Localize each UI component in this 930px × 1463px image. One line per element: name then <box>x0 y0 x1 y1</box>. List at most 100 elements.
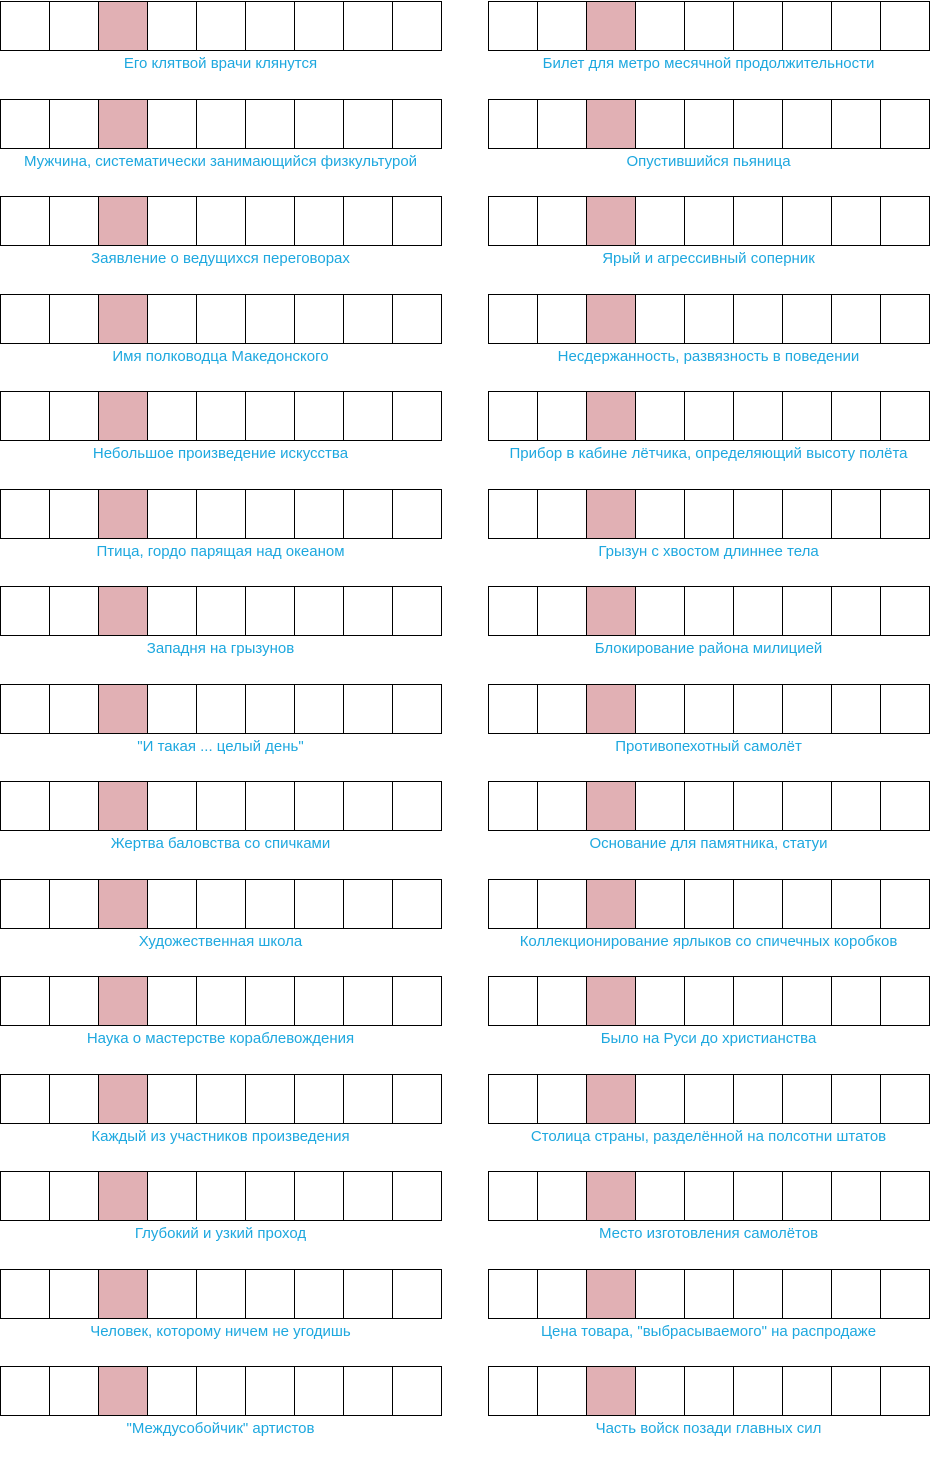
letter-cell[interactable] <box>488 1171 538 1221</box>
letter-cell[interactable] <box>733 294 783 344</box>
letter-cell[interactable] <box>880 294 930 344</box>
letter-cell[interactable] <box>782 586 832 636</box>
letter-cell[interactable] <box>392 684 442 734</box>
letter-cell[interactable] <box>294 1 344 51</box>
letter-cell[interactable] <box>196 294 246 344</box>
letter-cell[interactable] <box>684 1171 734 1221</box>
letter-cell[interactable] <box>635 586 685 636</box>
letter-cell[interactable] <box>635 196 685 246</box>
letter-cell[interactable] <box>392 1366 442 1416</box>
letter-cell[interactable] <box>537 781 587 831</box>
highlighted-letter-cell[interactable] <box>98 1 148 51</box>
letter-cell[interactable] <box>684 1366 734 1416</box>
letter-cell[interactable] <box>343 1366 393 1416</box>
letter-cell[interactable] <box>49 1 99 51</box>
letter-cell[interactable] <box>0 294 50 344</box>
letter-cell[interactable] <box>0 586 50 636</box>
letter-cell[interactable] <box>392 879 442 929</box>
letter-cell[interactable] <box>49 196 99 246</box>
letter-cell[interactable] <box>488 1 538 51</box>
letter-cell[interactable] <box>294 586 344 636</box>
highlighted-letter-cell[interactable] <box>586 1171 636 1221</box>
letter-cell[interactable] <box>245 1269 295 1319</box>
letter-cell[interactable] <box>196 1366 246 1416</box>
letter-cell[interactable] <box>733 1074 783 1124</box>
letter-cell[interactable] <box>488 781 538 831</box>
highlighted-letter-cell[interactable] <box>98 294 148 344</box>
letter-cell[interactable] <box>196 879 246 929</box>
highlighted-letter-cell[interactable] <box>98 781 148 831</box>
letter-cell[interactable] <box>0 1171 50 1221</box>
letter-cell[interactable] <box>49 489 99 539</box>
letter-cell[interactable] <box>537 196 587 246</box>
letter-cell[interactable] <box>392 586 442 636</box>
letter-cell[interactable] <box>684 879 734 929</box>
letter-cell[interactable] <box>343 391 393 441</box>
letter-cell[interactable] <box>0 781 50 831</box>
letter-cell[interactable] <box>343 781 393 831</box>
letter-cell[interactable] <box>245 684 295 734</box>
letter-cell[interactable] <box>782 99 832 149</box>
letter-cell[interactable] <box>880 1074 930 1124</box>
letter-cell[interactable] <box>684 391 734 441</box>
letter-cell[interactable] <box>733 1269 783 1319</box>
highlighted-letter-cell[interactable] <box>98 1366 148 1416</box>
letter-cell[interactable] <box>343 1171 393 1221</box>
letter-cell[interactable] <box>782 1366 832 1416</box>
letter-cell[interactable] <box>684 489 734 539</box>
letter-cell[interactable] <box>294 1366 344 1416</box>
letter-cell[interactable] <box>684 976 734 1026</box>
letter-cell[interactable] <box>245 196 295 246</box>
highlighted-letter-cell[interactable] <box>98 391 148 441</box>
letter-cell[interactable] <box>635 976 685 1026</box>
letter-cell[interactable] <box>147 781 197 831</box>
highlighted-letter-cell[interactable] <box>586 1074 636 1124</box>
letter-cell[interactable] <box>392 196 442 246</box>
letter-cell[interactable] <box>782 781 832 831</box>
letter-cell[interactable] <box>880 196 930 246</box>
letter-cell[interactable] <box>880 1 930 51</box>
letter-cell[interactable] <box>49 391 99 441</box>
letter-cell[interactable] <box>196 391 246 441</box>
letter-cell[interactable] <box>196 684 246 734</box>
letter-cell[interactable] <box>635 99 685 149</box>
letter-cell[interactable] <box>147 879 197 929</box>
letter-cell[interactable] <box>0 1 50 51</box>
highlighted-letter-cell[interactable] <box>98 99 148 149</box>
highlighted-letter-cell[interactable] <box>586 879 636 929</box>
letter-cell[interactable] <box>880 684 930 734</box>
letter-cell[interactable] <box>880 1171 930 1221</box>
highlighted-letter-cell[interactable] <box>586 99 636 149</box>
letter-cell[interactable] <box>392 781 442 831</box>
letter-cell[interactable] <box>49 99 99 149</box>
highlighted-letter-cell[interactable] <box>98 684 148 734</box>
letter-cell[interactable] <box>343 976 393 1026</box>
letter-cell[interactable] <box>831 196 881 246</box>
highlighted-letter-cell[interactable] <box>586 196 636 246</box>
letter-cell[interactable] <box>831 684 881 734</box>
letter-cell[interactable] <box>635 1171 685 1221</box>
letter-cell[interactable] <box>684 1 734 51</box>
letter-cell[interactable] <box>0 489 50 539</box>
letter-cell[interactable] <box>147 294 197 344</box>
letter-cell[interactable] <box>294 196 344 246</box>
letter-cell[interactable] <box>537 1 587 51</box>
letter-cell[interactable] <box>0 976 50 1026</box>
letter-cell[interactable] <box>392 489 442 539</box>
letter-cell[interactable] <box>196 1 246 51</box>
letter-cell[interactable] <box>733 489 783 539</box>
letter-cell[interactable] <box>782 1269 832 1319</box>
letter-cell[interactable] <box>684 781 734 831</box>
letter-cell[interactable] <box>635 1074 685 1124</box>
letter-cell[interactable] <box>392 294 442 344</box>
highlighted-letter-cell[interactable] <box>586 976 636 1026</box>
letter-cell[interactable] <box>294 99 344 149</box>
letter-cell[interactable] <box>0 1269 50 1319</box>
letter-cell[interactable] <box>537 879 587 929</box>
letter-cell[interactable] <box>49 1074 99 1124</box>
letter-cell[interactable] <box>147 1074 197 1124</box>
letter-cell[interactable] <box>733 879 783 929</box>
letter-cell[interactable] <box>635 1 685 51</box>
letter-cell[interactable] <box>684 684 734 734</box>
letter-cell[interactable] <box>0 99 50 149</box>
